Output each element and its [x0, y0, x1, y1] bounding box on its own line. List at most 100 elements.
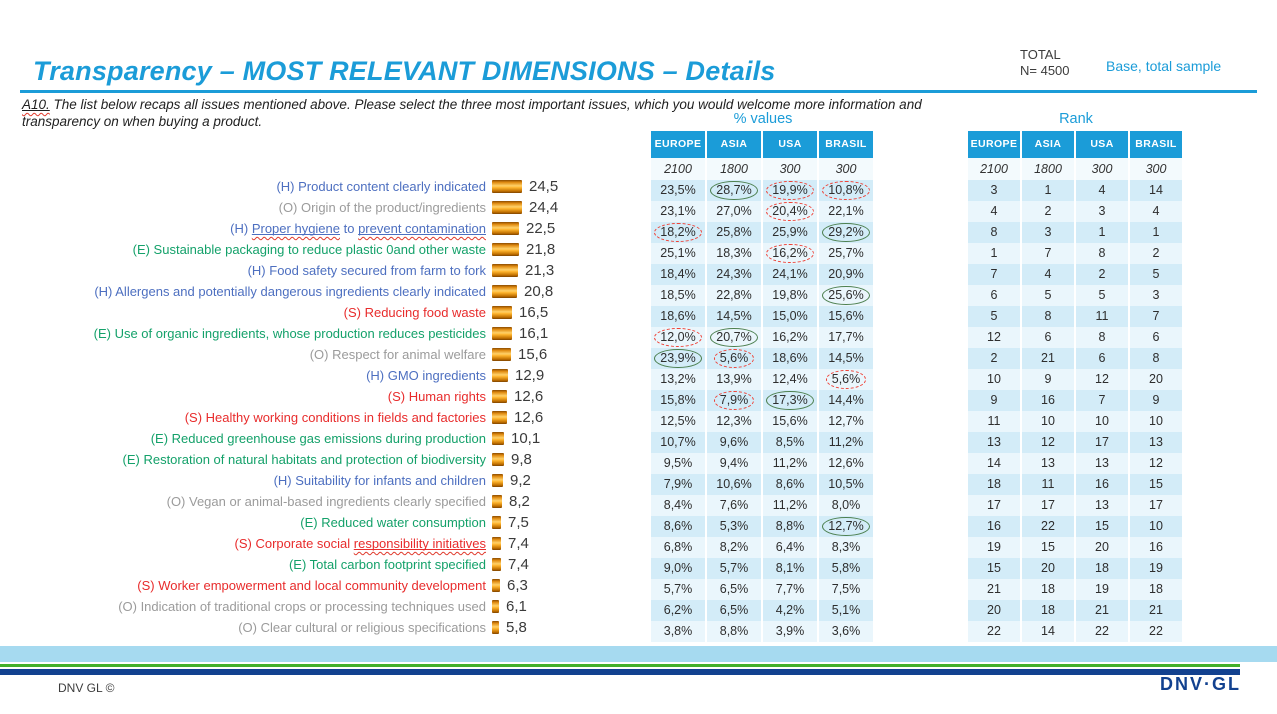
table-cell: 22 [1076, 621, 1130, 642]
table-cell: 18,6% [651, 306, 707, 327]
rank-table-title: Rank [1059, 111, 1093, 127]
table-cell: 25,8% [707, 222, 763, 243]
bar [492, 369, 508, 382]
list-item: (S) Corporate social responsibility init… [0, 533, 960, 554]
sample-size-row: 2100 1800 300 300 [651, 158, 875, 180]
significantly-high-circle: 17,3% [766, 391, 814, 410]
table-cell: 17 [968, 495, 1022, 516]
table-cell: 18,6% [763, 348, 819, 369]
sample-size: 300 [1130, 158, 1184, 180]
table-row: 8,4% 7,6% 11,2% 8,0% [651, 495, 875, 516]
item-label: (H) Product content clearly indicated [276, 179, 486, 194]
item-label: (E) Reduced greenhouse gas emissions dur… [150, 431, 486, 446]
table-cell: 20 [1130, 369, 1184, 390]
table-row: 10,7% 9,6% 8,5% 11,2% [651, 432, 875, 453]
table-row: 12,0% 20,7% 16,2% 17,7% [651, 327, 875, 348]
table-cell: 12,7% [819, 411, 875, 432]
table-cell: 13 [1076, 495, 1130, 516]
item-label: (S) Reducing food waste [343, 305, 486, 320]
table-header-row: EUROPE ASIA USA BRASIL [651, 131, 875, 158]
item-label: (O) Clear cultural or religious specific… [238, 620, 486, 635]
table-cell: 10,6% [707, 474, 763, 495]
item-label: (H) Suitability for infants and children [273, 473, 486, 488]
list-item: (O) Vegan or animal-based ingredients cl… [0, 491, 960, 512]
total-label: TOTAL [1020, 47, 1061, 62]
significantly-high-circle: 20,7% [710, 328, 758, 347]
table-cell: 5 [1076, 285, 1130, 306]
table-row: 15,8% 7,9% 17,3% 14,4% [651, 390, 875, 411]
list-item: (H) Food safety secured from farm to for… [0, 260, 960, 281]
bar-value: 9,2 [510, 472, 531, 489]
title-divider [20, 90, 1257, 93]
table-cell: 10 [1130, 411, 1184, 432]
table-cell: 7,6% [707, 495, 763, 516]
table-row: 9,0% 5,7% 8,1% 5,8% [651, 558, 875, 579]
column-header: BRASIL [1130, 131, 1184, 158]
bar [492, 579, 500, 592]
item-label: (E) Total carbon footprint specified [288, 557, 486, 572]
column-header: USA [763, 131, 819, 158]
table-row: 12 6 8 6 [968, 327, 1184, 348]
table-cell: 22 [1130, 621, 1184, 642]
table-cell: 6,5% [707, 579, 763, 600]
table-cell: 22 [968, 621, 1022, 642]
bar [492, 453, 504, 466]
table-cell: 12,5% [651, 411, 707, 432]
item-label: (E) Restoration of natural habitats and … [122, 452, 486, 467]
item-label: (S) Corporate social responsibility init… [234, 536, 486, 551]
table-cell: 15,6% [763, 411, 819, 432]
bar-value: 6,3 [507, 577, 528, 594]
list-item: (H) GMO ingredients 12,9 [0, 365, 960, 386]
table-cell: 17 [1130, 495, 1184, 516]
table-cell: 15,8% [651, 390, 707, 411]
table-cell: 11 [968, 411, 1022, 432]
table-row: 19 15 20 16 [968, 537, 1184, 558]
table-cell: 22,8% [707, 285, 763, 306]
significantly-high-circle: 12,7% [822, 517, 870, 536]
list-item: (S) Reducing food waste 16,5 [0, 302, 960, 323]
copyright-text: DNV GL © [58, 681, 115, 695]
pct-table-title: % values [733, 111, 793, 127]
table-cell: 9,4% [707, 453, 763, 474]
footer-band-green [0, 664, 1240, 667]
table-cell: 13 [1076, 453, 1130, 474]
sample-size: 2100 [968, 158, 1022, 180]
table-cell: 5,7% [707, 558, 763, 579]
table-row: 8,6% 5,3% 8,8% 12,7% [651, 516, 875, 537]
bar-value: 20,8 [524, 283, 554, 300]
list-item: (E) Reduced greenhouse gas emissions dur… [0, 428, 960, 449]
table-cell: 5,8% [819, 558, 875, 579]
bar [492, 348, 511, 361]
table-row: 6,2% 6,5% 4,2% 5,1% [651, 600, 875, 621]
list-item: (E) Restoration of natural habitats and … [0, 449, 960, 470]
table-cell: 18 [1022, 579, 1076, 600]
table-cell: 17 [1022, 495, 1076, 516]
list-item: (O) Origin of the product/ingredients 24,… [0, 197, 960, 218]
table-row: 23,5% 28,7% 19,9% 10,8% [651, 180, 875, 201]
table-cell: 17,7% [819, 327, 875, 348]
table-cell: 8 [968, 222, 1022, 243]
item-label: (H) Proper hygiene to prevent contaminat… [230, 221, 486, 236]
column-header: BRASIL [819, 131, 875, 158]
bar [492, 474, 503, 487]
table-cell: 7,9% [651, 474, 707, 495]
bar-value: 7,5 [508, 514, 529, 531]
bar-value: 24,4 [529, 199, 559, 216]
sample-size: 300 [1076, 158, 1130, 180]
table-cell: 5,6% [707, 348, 763, 369]
table-cell: 19 [968, 537, 1022, 558]
table-cell: 8,5% [763, 432, 819, 453]
table-row: 16 22 15 10 [968, 516, 1184, 537]
table-cell: 20,9% [819, 264, 875, 285]
base-label: Base, total sample [1106, 58, 1222, 74]
table-cell: 22 [1022, 516, 1076, 537]
table-cell: 13 [1022, 453, 1076, 474]
table-cell: 5,3% [707, 516, 763, 537]
table-cell: 9 [1022, 369, 1076, 390]
table-cell: 17 [1076, 432, 1130, 453]
table-row: 6,8% 8,2% 6,4% 8,3% [651, 537, 875, 558]
item-label: (O) Respect for animal welfare [309, 347, 486, 362]
significantly-high-circle: 23,9% [654, 349, 702, 368]
bar-value: 21,8 [526, 241, 556, 258]
